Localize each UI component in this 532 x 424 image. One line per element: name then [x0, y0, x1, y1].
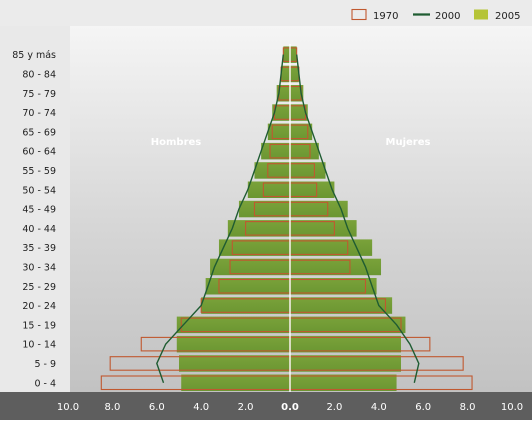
bar-2005-men: [205, 278, 290, 295]
category-label: 30 - 34: [22, 262, 56, 273]
x-axis-background: [0, 392, 532, 420]
bar-2005-men: [176, 335, 290, 353]
x-tick-label: 6.0: [415, 402, 431, 413]
side-label-right: Mujeres: [386, 137, 431, 148]
x-tick-labels: 10.0 8.0 6.0 4.0 2.0 0.0 2.0 4.0 6.0 8.0 10.0: [57, 402, 523, 413]
bar-2005-women: [290, 335, 401, 353]
bar-2005-women: [290, 65, 299, 83]
category-label: 55 - 59: [22, 166, 56, 177]
category-label: 40 - 44: [22, 224, 56, 235]
legend-label-2000: 2000: [435, 11, 460, 22]
x-tick-label: 6.0: [149, 402, 165, 413]
bar-2005-men: [261, 142, 290, 160]
x-tick-label: 2.0: [326, 402, 342, 413]
legend-bar-background: [0, 0, 532, 26]
bar-2005-men: [179, 355, 290, 372]
bar-2005-men: [272, 104, 290, 121]
category-label: 5 - 9: [34, 359, 56, 370]
bar-2005-men: [281, 65, 290, 83]
bar-2005-women: [290, 297, 393, 314]
legend-swatch-2005: [474, 9, 488, 20]
x-tick-label: 10.0: [501, 402, 523, 413]
bar-2005-men: [283, 46, 290, 63]
bar-2005-women: [290, 181, 335, 198]
x-tick-label: 4.0: [193, 402, 209, 413]
category-label: 65 - 69: [22, 127, 56, 138]
legend: 1970 2000 2005: [351, 8, 520, 22]
bar-2005-men: [218, 239, 290, 256]
bar-2005-women: [290, 258, 382, 276]
category-label: 50 - 54: [22, 185, 56, 196]
side-label-left: Hombres: [151, 137, 202, 148]
category-label: 25 - 29: [22, 282, 56, 293]
bar-2005-men: [201, 297, 290, 314]
category-label: 10 - 14: [22, 340, 56, 351]
bar-2005-women: [290, 123, 313, 141]
bar-2005-men: [176, 316, 290, 334]
x-tick-label: 4.0: [371, 402, 387, 413]
category-label: 85 y más: [12, 50, 56, 61]
bar-2005-women: [290, 239, 373, 256]
x-tick-label: 8.0: [104, 402, 120, 413]
bar-2005-women: [290, 162, 326, 179]
legend-swatch-1970: [351, 8, 367, 21]
x-tick-label: 10.0: [57, 402, 79, 413]
bar-2005-women: [290, 355, 401, 372]
bar-2005-men: [227, 220, 290, 237]
bar-2005-women: [290, 142, 319, 160]
bar-2005-men: [210, 258, 290, 276]
bar-2005-men: [254, 162, 290, 179]
category-label: 60 - 64: [22, 147, 56, 158]
category-label: 0 - 4: [34, 378, 56, 389]
series-2000-lines: [156, 54, 420, 384]
x-tick-label: 0.0: [281, 402, 299, 413]
bar-2005-men: [267, 123, 290, 141]
line-2000-men: [156, 54, 284, 384]
bar-2005-women: [290, 104, 308, 121]
category-labels: 85 y más 80 - 84 75 - 79 70 - 74 65 - 69 60 -…: [12, 50, 56, 389]
x-tick-label: 2.0: [238, 402, 254, 413]
bar-2005-women: [290, 278, 377, 295]
category-label: 45 - 49: [22, 205, 56, 216]
category-axis-background: [0, 26, 70, 392]
bar-2005-men: [238, 200, 290, 218]
line-2000-women: [296, 54, 420, 383]
category-label: 15 - 19: [22, 320, 56, 331]
category-label: 20 - 24: [22, 301, 56, 312]
category-label: 75 - 79: [22, 89, 56, 100]
bar-2005-women: [290, 46, 297, 63]
bar-2005-men: [247, 181, 290, 198]
category-label: 70 - 74: [22, 108, 56, 119]
bar-2005-women: [290, 316, 406, 334]
bar-2005-women: [290, 220, 357, 237]
bar-2005-men: [181, 374, 290, 391]
x-tick-label: 8.0: [460, 402, 476, 413]
category-label: 35 - 39: [22, 243, 56, 254]
legend-label-1970: 1970: [373, 11, 398, 22]
bar-2005-women: [290, 374, 397, 391]
legend-label-2005: 2005: [495, 11, 520, 22]
category-label: 80 - 84: [22, 69, 56, 80]
bar-2005-women: [290, 200, 348, 218]
